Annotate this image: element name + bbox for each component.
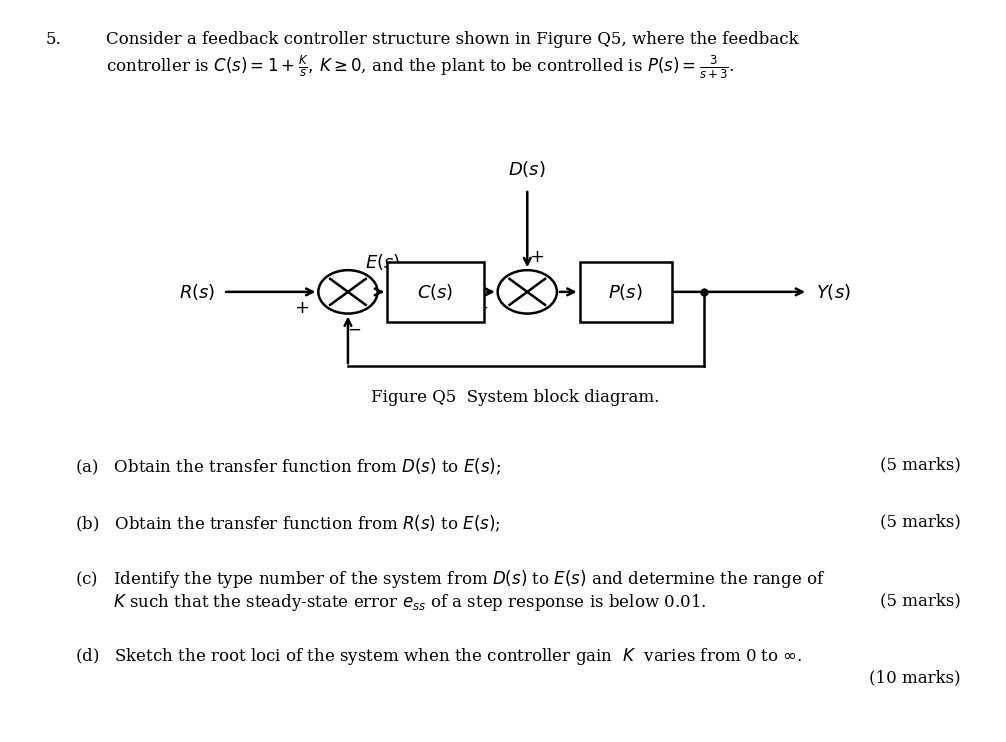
Text: +: + [529,248,544,266]
Text: $E(s)$: $E(s)$ [364,252,399,272]
Text: $Y(s)$: $Y(s)$ [816,282,851,302]
Text: (a)   Obtain the transfer function from $D(s)$ to $E(s)$;: (a) Obtain the transfer function from $D… [75,456,502,476]
Text: +: + [294,299,309,317]
Text: $K$ such that the steady-state error $e_{ss}$ of a step response is below 0.01.: $K$ such that the steady-state error $e_… [113,592,706,613]
Text: Figure Q5  System block diagram.: Figure Q5 System block diagram. [371,389,660,406]
Text: −: − [347,321,361,338]
Text: (c)   Identify the type number of the system from $D(s)$ to $E(s)$ and determine: (c) Identify the type number of the syst… [75,568,826,590]
FancyBboxPatch shape [387,262,485,321]
Text: +: + [473,299,488,317]
Text: (5 marks): (5 marks) [880,592,961,609]
Text: (5 marks): (5 marks) [880,513,961,531]
Text: (5 marks): (5 marks) [880,456,961,473]
Text: $R(s)$: $R(s)$ [179,282,215,302]
Text: (d)   Sketch the root loci of the system when the controller gain  $K$  varies f: (d) Sketch the root loci of the system w… [75,646,803,666]
Text: $P(s)$: $P(s)$ [609,281,643,301]
Text: (10 marks): (10 marks) [869,669,961,686]
Text: Consider a feedback controller structure shown in Figure Q5, where the feedback: Consider a feedback controller structure… [106,31,798,48]
FancyBboxPatch shape [579,262,672,321]
Text: controller is $C(s) = 1 + \frac{K}{s},\, K \geq 0$, and the plant to be controll: controller is $C(s) = 1 + \frac{K}{s},\,… [106,53,734,81]
Text: $D(s)$: $D(s)$ [508,159,546,179]
Text: $C(s)$: $C(s)$ [417,281,454,301]
Text: (b)   Obtain the transfer function from $R(s)$ to $E(s)$;: (b) Obtain the transfer function from $R… [75,513,501,533]
Text: 5.: 5. [45,31,61,48]
